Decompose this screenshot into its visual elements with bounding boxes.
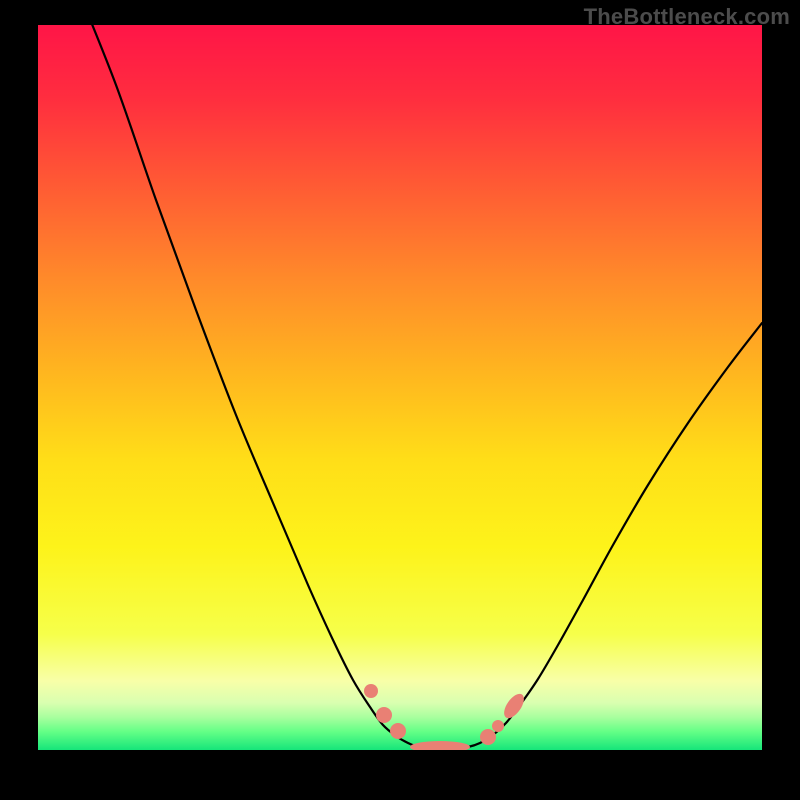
curve-marker [500,691,528,722]
marker-group [364,684,528,750]
curve-marker [376,707,392,723]
curve-marker [390,723,406,739]
watermark-text: TheBottleneck.com [584,4,790,30]
plot-area [38,25,762,750]
curve-marker [492,720,504,732]
curve-marker [480,729,496,745]
curve-marker [410,741,470,750]
figure-root: TheBottleneck.com [0,0,800,800]
chart-overlay-svg [38,25,762,750]
curve-marker [364,684,378,698]
bottleneck-curve [76,25,762,749]
